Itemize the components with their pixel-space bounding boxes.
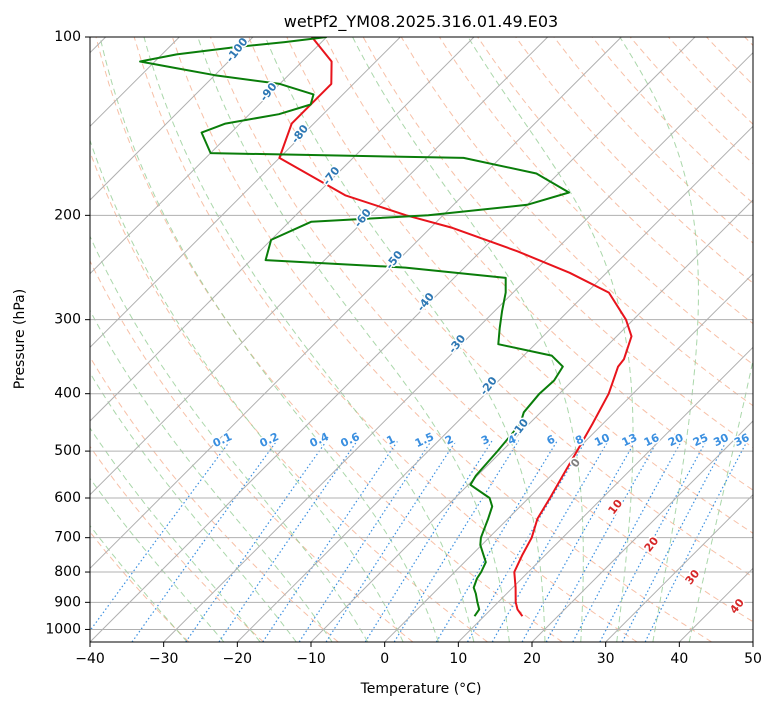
mixing-ratio-line — [131, 440, 278, 642]
sounding-profiles — [139, 37, 633, 617]
moist-adiabat-line — [688, 357, 753, 642]
isotherm-line — [90, 37, 401, 349]
moist-adiabat-line — [90, 235, 369, 642]
y-tick-label: 100 — [54, 29, 81, 45]
y-axis-label: Pressure (hPa) — [12, 289, 28, 389]
mixing-ratio-line — [545, 440, 659, 642]
y-tick-label: 900 — [54, 594, 81, 610]
mixing-ratio-line — [262, 440, 399, 642]
moist-adiabat-line — [90, 138, 404, 642]
isotherm-line — [90, 37, 696, 642]
dry-adiabat-line — [210, 37, 753, 623]
moist-adiabat-line — [264, 37, 546, 642]
mixing-ratio-line — [435, 440, 558, 642]
isotherm-line — [384, 272, 753, 642]
dry-adiabat-line — [133, 37, 638, 642]
isotherm-line — [90, 37, 475, 422]
y-axis: 100 200 300 400 500 600 700 800 900 1000 — [45, 29, 90, 637]
x-tick-label: −20 — [223, 651, 253, 667]
x-tick-label: −10 — [296, 651, 326, 667]
mixing-ratio-line — [325, 440, 457, 642]
dry-adiabat-line — [171, 37, 712, 642]
x-tick-label: 40 — [670, 651, 688, 667]
moist-adiabat-line — [90, 427, 261, 642]
mixing-ratio-label: 25 — [691, 431, 710, 449]
y-tick-label: 300 — [54, 312, 81, 328]
x-tick-label: −40 — [75, 651, 105, 667]
moist-adiabat-line — [90, 477, 225, 642]
chart-title: wetPf2_YM08.2025.316.01.49.E03 — [284, 12, 558, 32]
mixing-ratio-lines — [90, 440, 748, 642]
isotherm-line — [90, 37, 254, 201]
dry-adiabat-line — [515, 37, 753, 284]
dry-adiabat-line — [324, 37, 753, 491]
x-tick-label: 20 — [523, 651, 541, 667]
isotherm-line — [90, 37, 622, 570]
isotherm-line — [163, 51, 753, 642]
mixing-ratio-line — [298, 440, 432, 642]
dry-adiabat-line — [90, 445, 264, 642]
moist-adiabat-line — [90, 371, 297, 642]
x-tick-label: 0 — [380, 651, 389, 667]
isotherm-line — [457, 346, 753, 642]
skewed-isotherms — [90, 37, 753, 642]
isotherm-line — [90, 37, 549, 496]
dry-adiabat-line — [95, 37, 563, 642]
dry-adiabat-line — [90, 356, 339, 642]
isotherm-line — [90, 37, 328, 275]
dry-adiabats — [90, 37, 753, 642]
x-tick-label: 30 — [597, 651, 615, 667]
isotherm-line — [531, 420, 753, 642]
pressure-gridlines — [90, 37, 753, 630]
temperature-line — [278, 37, 633, 617]
mixing-ratio-line — [644, 440, 748, 642]
mixing-ratio-line — [491, 440, 609, 642]
x-axis: −40 −30 −20 −10 0 10 20 30 40 50 — [75, 642, 762, 667]
mixing-ratio-line — [364, 440, 493, 642]
mixing-ratio-line — [466, 440, 587, 642]
mixing-ratio-line — [572, 440, 683, 642]
moist-adiabat-line — [197, 37, 510, 642]
y-tick-label: 600 — [54, 490, 81, 506]
moist-adiabat-line — [90, 524, 188, 642]
x-tick-label: 50 — [744, 651, 762, 667]
mixing-ratio-line — [90, 440, 231, 632]
mixing-ratio-line — [521, 440, 637, 642]
moist-adiabat-line — [90, 309, 333, 642]
dewpoint-line — [139, 37, 570, 617]
y-tick-label: 1000 — [45, 621, 81, 637]
moist-adiabat-line — [143, 37, 475, 642]
isotherm-line — [236, 125, 753, 642]
x-tick-label: −30 — [149, 651, 179, 667]
y-tick-label: 500 — [54, 443, 81, 459]
dry-adiabat-line — [286, 37, 753, 534]
dry-adiabat-line — [90, 259, 414, 642]
x-tick-label: 10 — [449, 651, 467, 667]
y-tick-label: 700 — [54, 530, 81, 546]
y-tick-label: 400 — [54, 386, 81, 402]
moist-adiabats — [90, 37, 753, 642]
y-tick-label: 800 — [54, 564, 81, 580]
mixing-ratio-line — [185, 440, 328, 642]
y-tick-label: 200 — [54, 207, 81, 223]
moist-adiabat-line — [619, 37, 699, 642]
dry-adiabat-line — [248, 37, 753, 578]
plot-frame — [89, 36, 754, 643]
moist-adiabat-line — [99, 37, 439, 642]
moist-adiabat-line — [352, 37, 584, 642]
isotherm-line — [605, 493, 753, 642]
isotherm-line — [310, 199, 753, 642]
x-axis-label: Temperature (°C) — [360, 681, 482, 697]
